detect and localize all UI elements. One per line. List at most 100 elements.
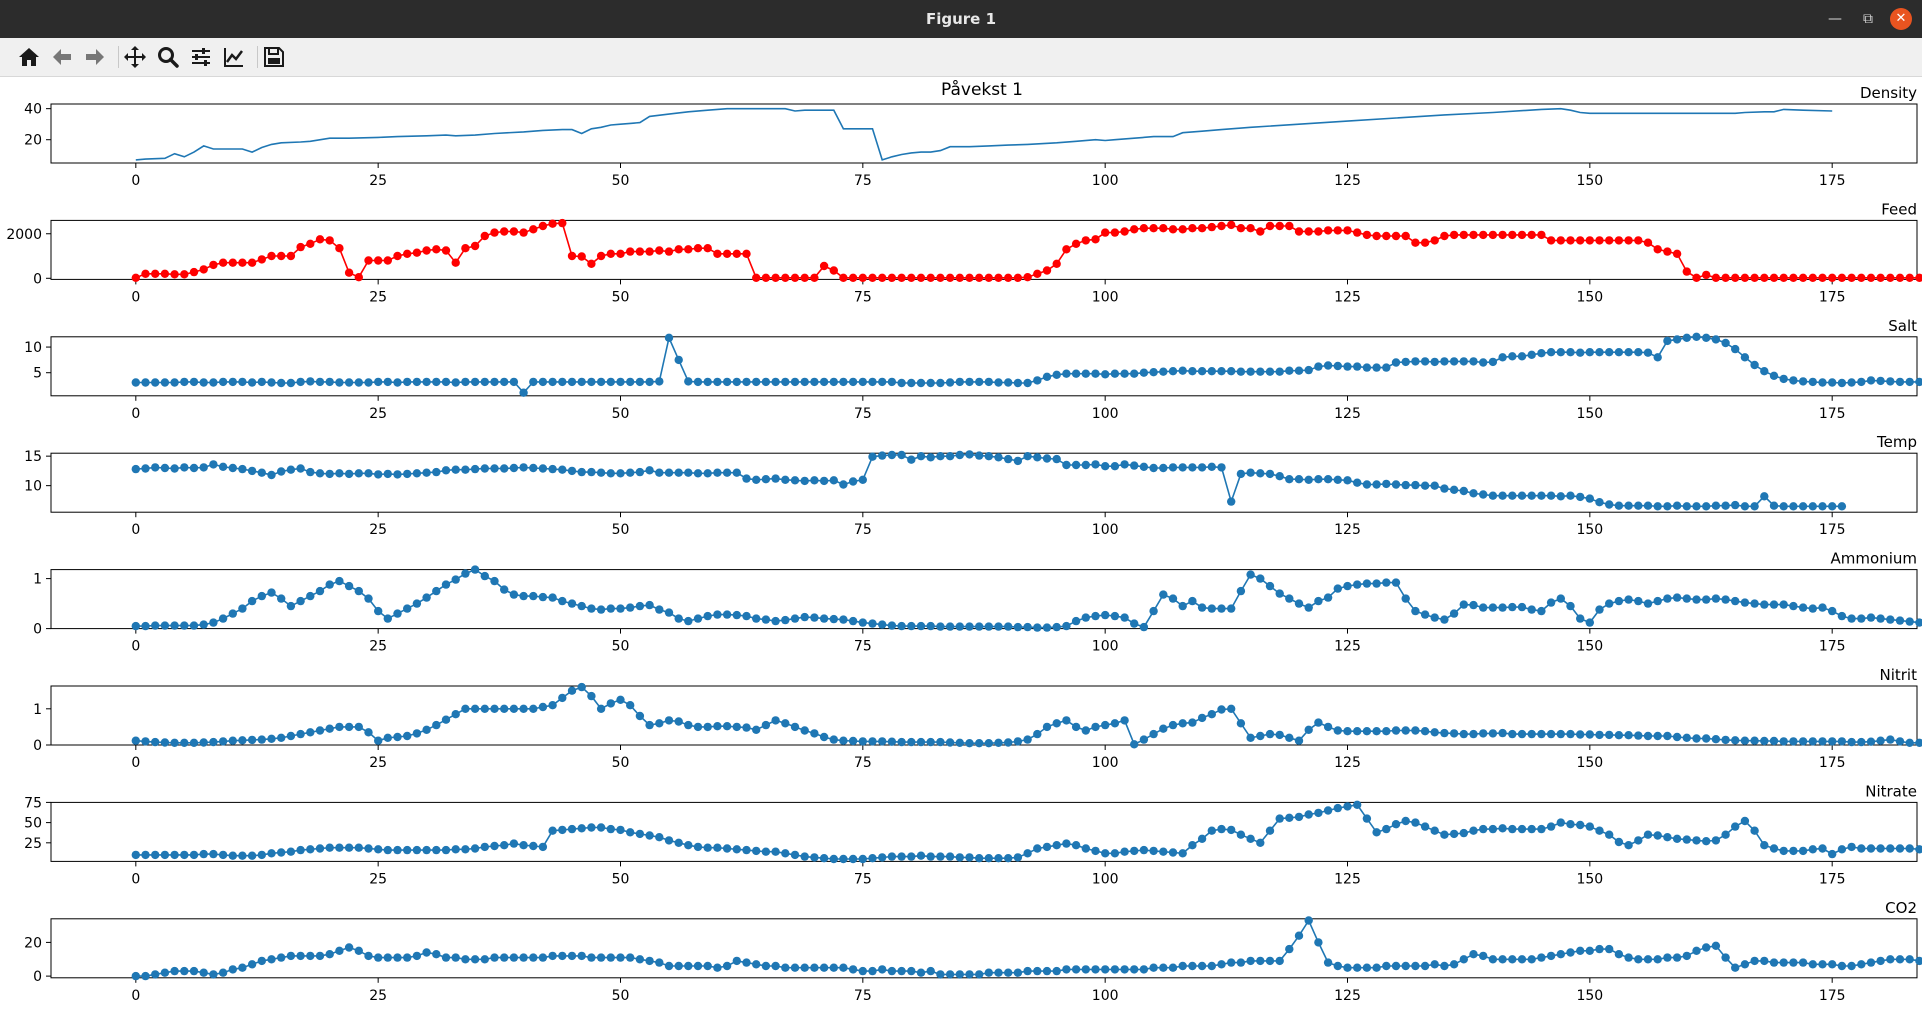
data-point [374, 953, 383, 962]
data-point [1236, 367, 1246, 376]
data-point [1188, 841, 1197, 850]
data-point [868, 273, 877, 282]
subplot-co2: CO2 0 25 50 75 100 125 150 175 0 20 [24, 899, 1922, 1004]
data-point [1721, 501, 1730, 510]
x-tick-label: 75 [854, 988, 872, 1004]
data-point [1779, 502, 1788, 511]
data-point [519, 704, 528, 713]
data-point [1605, 500, 1614, 509]
data-point [1052, 719, 1061, 728]
data-point [1731, 500, 1740, 510]
maximize-icon[interactable]: ⧉ [1863, 11, 1873, 27]
data-point [335, 576, 344, 586]
data-point [829, 963, 838, 972]
data-point [257, 377, 266, 387]
data-point [1624, 953, 1633, 962]
x-tick-label: 150 [1576, 406, 1603, 422]
data-point [1362, 814, 1372, 823]
data-point [461, 244, 470, 253]
data-point [713, 468, 722, 477]
data-point [1760, 956, 1769, 966]
data-point [752, 273, 761, 282]
data-point [907, 852, 916, 861]
home-button[interactable] [14, 42, 44, 72]
data-point [412, 469, 422, 478]
data-point [1440, 961, 1449, 971]
data-point [1546, 822, 1556, 831]
data-point [383, 256, 392, 265]
data-point [616, 249, 625, 258]
data-point [548, 951, 557, 961]
data-point [810, 613, 819, 622]
data-point [354, 378, 363, 387]
x-tick-label: 150 [1576, 639, 1603, 655]
data-point [1294, 475, 1304, 484]
data-point [1643, 955, 1653, 964]
subplots-button[interactable] [186, 42, 216, 72]
data-point [1614, 236, 1624, 245]
customize-button[interactable] [219, 42, 249, 72]
y-tick-label: 0 [33, 622, 42, 638]
zoom-button[interactable] [153, 42, 183, 72]
data-point [1178, 366, 1187, 375]
data-point [626, 953, 635, 962]
axes-frame [50, 452, 1918, 513]
data-point [1207, 367, 1217, 376]
data-point [1101, 720, 1110, 730]
x-tick-label: 75 [854, 406, 872, 422]
data-point [1401, 961, 1410, 971]
data-point [412, 951, 422, 961]
data-point [771, 616, 780, 626]
data-point [1149, 963, 1158, 972]
data-point [374, 606, 383, 616]
data-point [180, 621, 189, 630]
data-point [1430, 357, 1439, 367]
data-point [703, 244, 712, 253]
data-point [994, 622, 1003, 631]
x-tick-label: 50 [612, 639, 630, 655]
data-point [722, 722, 732, 731]
data-point [1566, 236, 1575, 245]
pan-button[interactable] [120, 42, 150, 72]
y-tick-label: 20 [24, 133, 42, 149]
data-point [771, 377, 780, 387]
back-button[interactable] [47, 42, 77, 72]
data-point [1469, 230, 1478, 240]
data-point [131, 273, 140, 282]
data-point [1449, 609, 1459, 618]
data-point [596, 377, 606, 387]
data-point [1760, 273, 1769, 282]
data-point [664, 961, 674, 971]
data-point [490, 841, 499, 851]
data-point [1585, 236, 1595, 245]
subplot-temp: Temp 0 25 50 75 100 125 150 175 10 15 [24, 433, 1918, 538]
x-tick-label: 25 [369, 289, 387, 305]
data-point [1265, 469, 1275, 479]
forward-button[interactable] [80, 42, 110, 72]
data-point [1779, 374, 1788, 384]
data-point [1605, 730, 1614, 740]
data-point [1314, 808, 1323, 818]
data-point [218, 614, 228, 623]
close-icon[interactable]: ✕ [1890, 8, 1912, 30]
data-point [1188, 961, 1197, 971]
data-point [131, 378, 140, 387]
data-point [761, 847, 771, 856]
data-point [1333, 475, 1343, 484]
data-point [170, 966, 179, 976]
data-point [1110, 369, 1120, 378]
data-point [848, 616, 858, 626]
data-point [781, 377, 790, 387]
data-point [1101, 610, 1110, 620]
data-point [403, 604, 412, 613]
data-point [383, 845, 392, 855]
data-point [247, 596, 257, 606]
data-point [1798, 502, 1808, 511]
data-point [1789, 502, 1798, 511]
data-point [1042, 266, 1052, 275]
data-point [1207, 961, 1217, 971]
figure-canvas[interactable]: Påvekst 1 Density 0 25 50 75 100 125 150 175 20 40… [0, 77, 1922, 1014]
data-point [994, 273, 1003, 282]
save-button[interactable] [259, 42, 289, 72]
minimize-icon[interactable]: — [1828, 11, 1842, 27]
